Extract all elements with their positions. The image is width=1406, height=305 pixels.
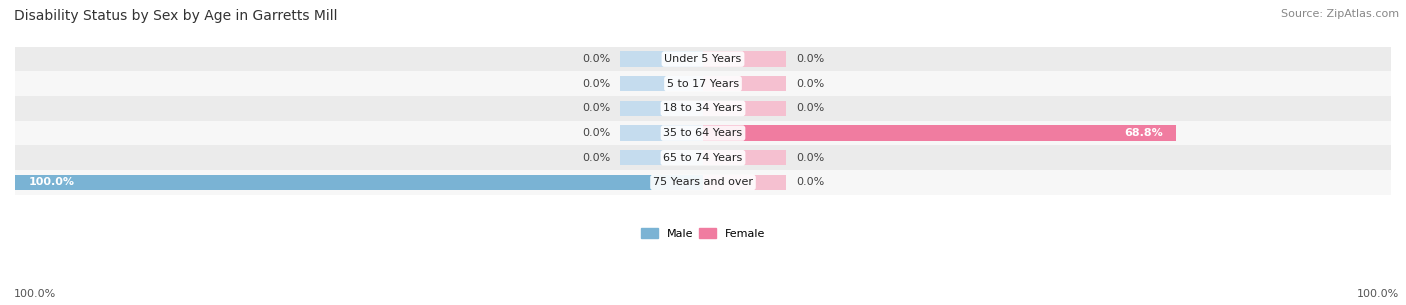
Bar (703, 76, 786, 91)
Text: 0.0%: 0.0% (582, 79, 610, 89)
Bar (15, 175, 703, 190)
Text: Disability Status by Sex by Age in Garretts Mill: Disability Status by Sex by Age in Garre… (14, 9, 337, 23)
Bar (15, 71, 1391, 96)
Bar (620, 76, 703, 91)
Text: 0.0%: 0.0% (582, 54, 610, 64)
Bar (15, 145, 1391, 170)
Text: 0.0%: 0.0% (796, 54, 824, 64)
Bar (15, 170, 1391, 195)
Text: 100.0%: 100.0% (14, 289, 56, 299)
Bar (620, 150, 703, 165)
Bar (15, 47, 1391, 71)
Text: 0.0%: 0.0% (796, 153, 824, 163)
Text: 0.0%: 0.0% (582, 103, 610, 113)
Text: 18 to 34 Years: 18 to 34 Years (664, 103, 742, 113)
Text: 65 to 74 Years: 65 to 74 Years (664, 153, 742, 163)
Text: 5 to 17 Years: 5 to 17 Years (666, 79, 740, 89)
Text: 0.0%: 0.0% (582, 153, 610, 163)
Text: Under 5 Years: Under 5 Years (665, 54, 741, 64)
Bar (15, 121, 1391, 145)
Bar (620, 101, 703, 116)
Text: 35 to 64 Years: 35 to 64 Years (664, 128, 742, 138)
Bar (703, 175, 786, 190)
Bar (703, 150, 786, 165)
Text: 68.8%: 68.8% (1123, 128, 1163, 138)
Text: Source: ZipAtlas.com: Source: ZipAtlas.com (1281, 9, 1399, 19)
Bar (620, 52, 703, 67)
Text: 0.0%: 0.0% (796, 79, 824, 89)
Bar (15, 96, 1391, 121)
Text: 0.0%: 0.0% (796, 103, 824, 113)
Text: 75 Years and over: 75 Years and over (652, 178, 754, 188)
Text: 0.0%: 0.0% (796, 178, 824, 188)
Bar (703, 125, 1177, 141)
Text: 0.0%: 0.0% (582, 128, 610, 138)
Bar (15, 175, 703, 190)
Legend: Male, Female: Male, Female (641, 228, 765, 239)
Bar (703, 125, 1177, 141)
Text: 100.0%: 100.0% (28, 178, 75, 188)
Bar (703, 101, 786, 116)
Bar (703, 52, 786, 67)
Bar (620, 125, 703, 141)
Text: 100.0%: 100.0% (1357, 289, 1399, 299)
